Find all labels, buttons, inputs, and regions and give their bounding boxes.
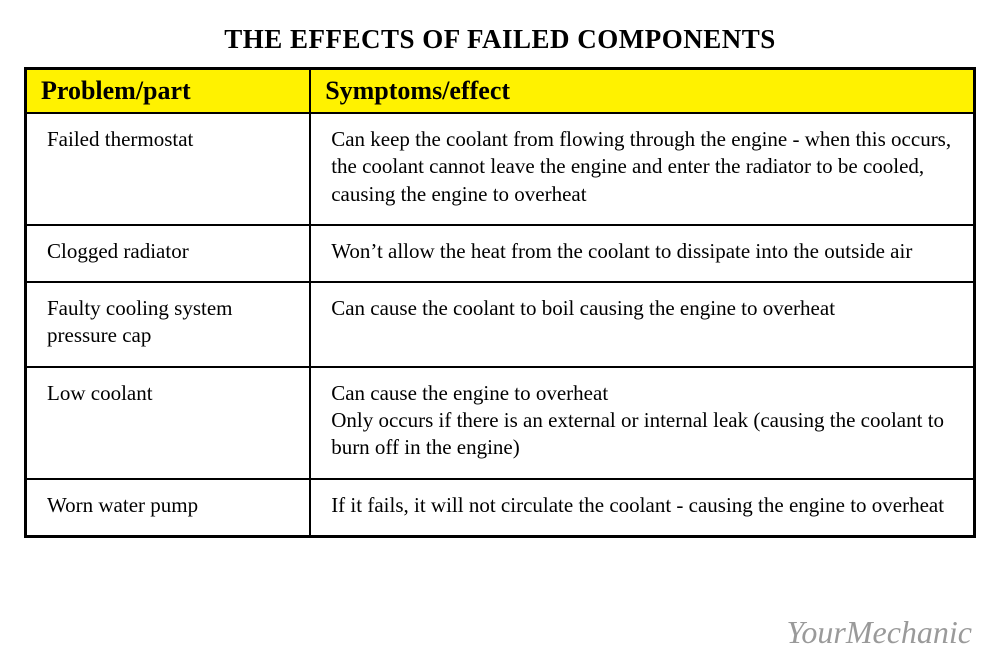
col-header-symptom: Symptoms/effect [310, 69, 974, 114]
table-row: Low coolant Can cause the engine to over… [26, 367, 975, 479]
table-header-row: Problem/part Symptoms/effect [26, 69, 975, 114]
cell-problem: Failed thermostat [26, 113, 311, 225]
col-header-problem: Problem/part [26, 69, 311, 114]
table-row: Faulty cooling system pressure cap Can c… [26, 282, 975, 367]
table-row: Failed thermostat Can keep the coolant f… [26, 113, 975, 225]
table-row: Clogged radiator Won’t allow the heat fr… [26, 225, 975, 282]
cell-problem: Clogged radiator [26, 225, 311, 282]
cell-symptom: Can keep the coolant from flowing throug… [310, 113, 974, 225]
effects-table: Problem/part Symptoms/effect Failed ther… [24, 67, 976, 538]
cell-symptom: Can cause the engine to overheatOnly occ… [310, 367, 974, 479]
cell-problem: Worn water pump [26, 479, 311, 537]
table-body: Failed thermostat Can keep the coolant f… [26, 113, 975, 536]
cell-symptom: Won’t allow the heat from the coolant to… [310, 225, 974, 282]
page-container: THE EFFECTS OF FAILED COMPONENTS Problem… [0, 0, 1000, 538]
page-title: THE EFFECTS OF FAILED COMPONENTS [24, 24, 976, 55]
signature-text: YourMechanic [787, 614, 972, 651]
table-row: Worn water pump If it fails, it will not… [26, 479, 975, 537]
cell-symptom: Can cause the coolant to boil causing th… [310, 282, 974, 367]
cell-symptom: If it fails, it will not circulate the c… [310, 479, 974, 537]
cell-problem: Low coolant [26, 367, 311, 479]
cell-problem: Faulty cooling system pressure cap [26, 282, 311, 367]
